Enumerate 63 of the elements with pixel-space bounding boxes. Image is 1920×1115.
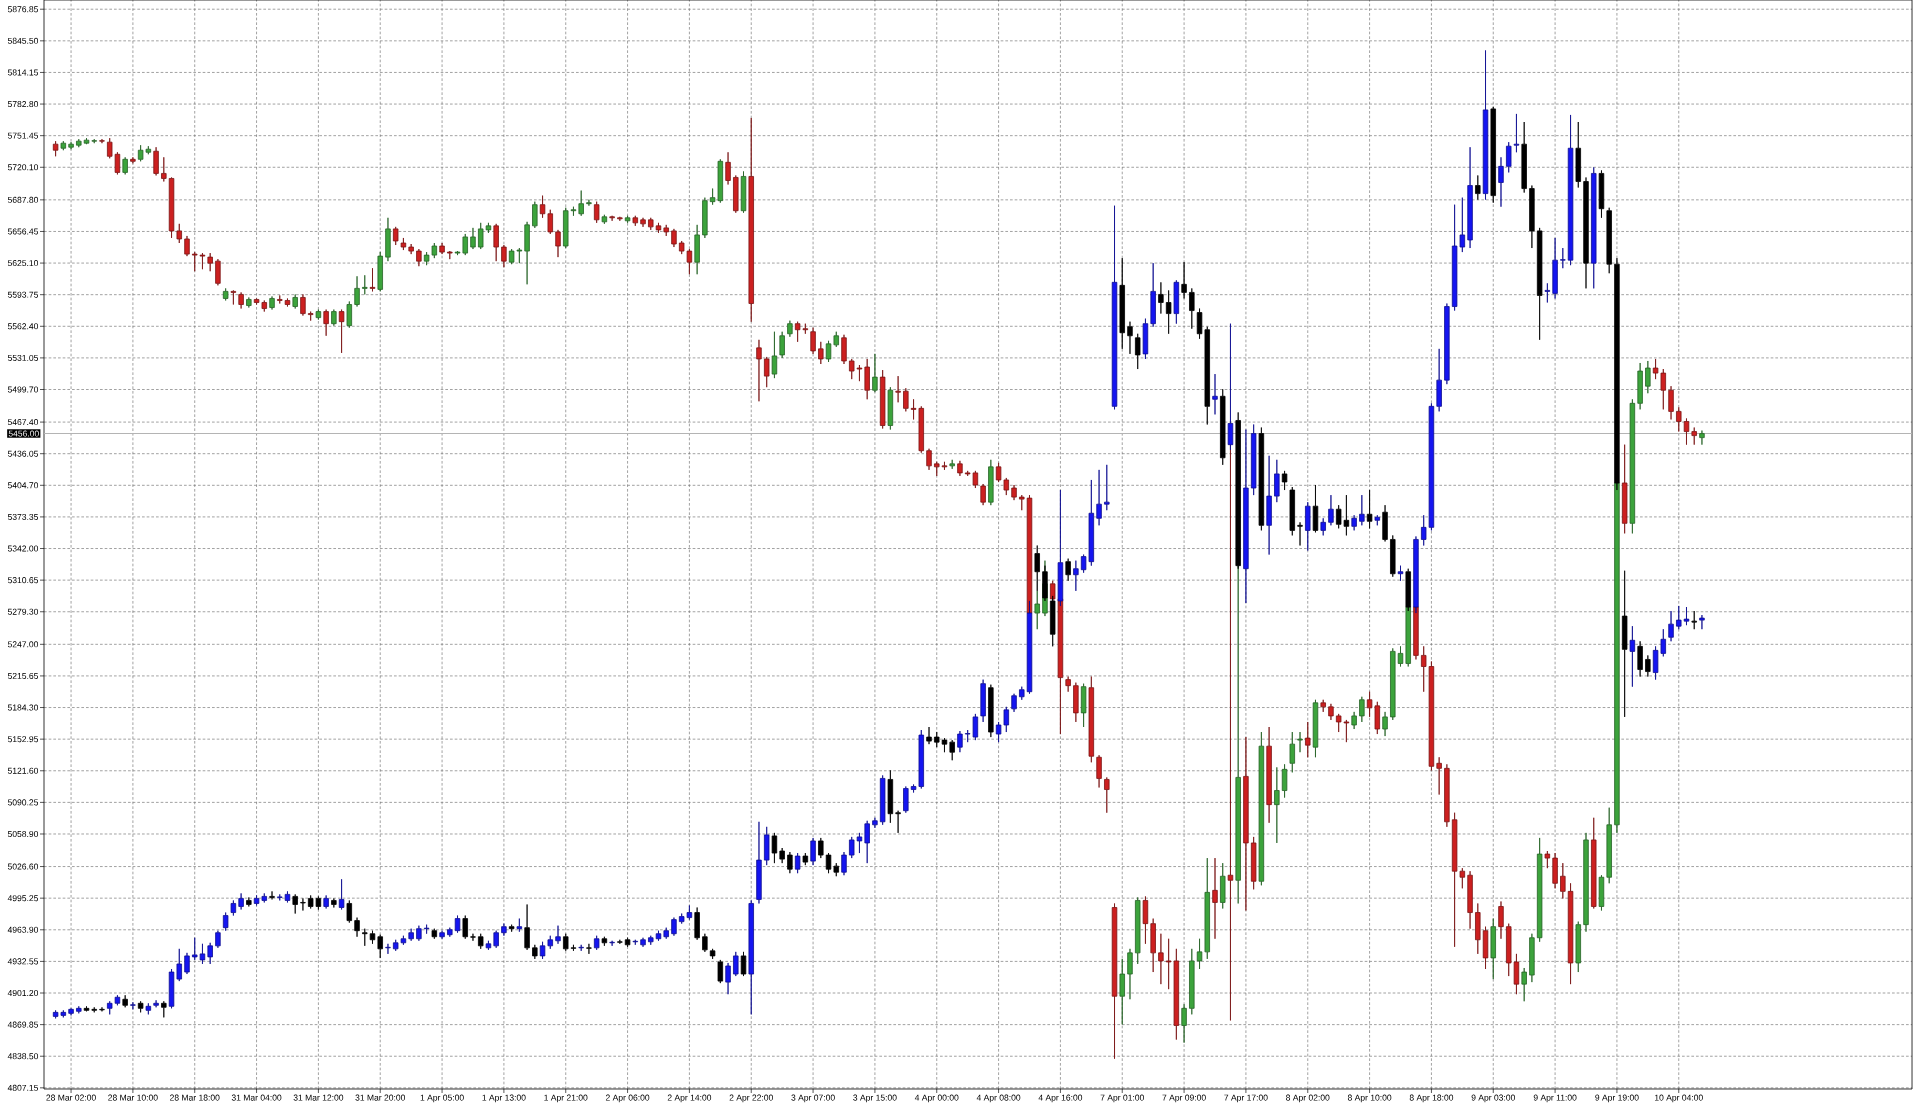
y-tick-label: 5121.60	[7, 767, 39, 774]
y-tick-label: 5310.65	[7, 577, 39, 584]
y-tick-label: 5467.40	[7, 419, 39, 426]
x-tick-label: 28 Mar 10:00	[108, 1094, 158, 1101]
y-tick-label: 5499.70	[7, 386, 39, 393]
x-tick-label: 4 Apr 08:00	[976, 1094, 1021, 1103]
x-tick-label: 9 Apr 19:00	[1595, 1094, 1639, 1103]
x-tick-label: 2 Apr 06:00	[605, 1094, 650, 1103]
y-tick-label: 5279.30	[7, 608, 39, 615]
y-tick-label: 5373.35	[7, 513, 39, 520]
y-tick-label: 5656.45	[7, 228, 39, 235]
y-tick-label: 5342.00	[7, 545, 39, 552]
y-tick-label: 5436.05	[7, 450, 39, 457]
x-tick-label: 31 Mar 04:00	[231, 1094, 282, 1101]
y-tick-label: 5152.95	[7, 736, 39, 743]
x-tick-label: 3 Apr 07:00	[791, 1094, 835, 1103]
y-tick-label: 4932.55	[7, 958, 39, 965]
y-tick-label: 5184.30	[7, 704, 39, 711]
x-tick-label: 7 Apr 09:00	[1162, 1094, 1206, 1103]
y-tick-label: 4807.15	[7, 1084, 39, 1091]
y-tick-label: 5814.15	[7, 69, 39, 76]
y-tick-label: 5751.45	[7, 132, 39, 139]
x-tick-label: 10 Apr 04:00	[1654, 1094, 1703, 1103]
y-tick-label: 5845.50	[7, 37, 39, 44]
y-tick-label: 5782.80	[7, 101, 39, 108]
y-tick-label: 5625.10	[7, 260, 39, 267]
y-tick-label: 4963.90	[7, 926, 39, 933]
x-tick-label: 8 Apr 02:00	[1286, 1094, 1330, 1103]
x-tick-label: 9 Apr 11:00	[1533, 1094, 1577, 1103]
y-tick-label: 5090.25	[7, 799, 39, 806]
x-tick-label: 2 Apr 14:00	[667, 1094, 712, 1103]
y-tick-label: 5562.40	[7, 323, 39, 330]
y-tick-label: 4901.20	[7, 989, 39, 997]
y-tick-label: 5687.80	[7, 196, 39, 203]
y-tick-label: 5215.65	[7, 672, 39, 679]
ref-line-label: 5456.00	[8, 430, 39, 437]
x-tick-label: 9 Apr 03:00	[1471, 1094, 1515, 1103]
x-tick-label: 31 Mar 12:00	[293, 1094, 344, 1101]
y-tick-label: 4838.50	[7, 1053, 39, 1060]
y-tick-label: 4869.85	[7, 1021, 39, 1028]
y-tick-label: 4995.25	[7, 895, 39, 902]
x-tick-label: 7 Apr 01:00	[1100, 1094, 1144, 1103]
x-tick-label: 2 Apr 22:00	[729, 1094, 773, 1103]
y-tick-label: 5247.00	[7, 641, 39, 648]
x-tick-label: 28 Mar 02:00	[46, 1094, 96, 1101]
x-tick-label: 4 Apr 16:00	[1038, 1094, 1083, 1103]
x-tick-label: 1 Apr 05:00	[420, 1094, 464, 1103]
x-tick-label: 4 Apr 00:00	[914, 1094, 959, 1103]
x-tick-label: 28 Mar 18:00	[170, 1094, 220, 1101]
y-tick-label: 5404.70	[7, 482, 39, 489]
x-tick-label: 1 Apr 21:00	[544, 1094, 588, 1103]
y-tick-label: 5876.85	[7, 6, 39, 13]
x-tick-label: 8 Apr 18:00	[1409, 1094, 1454, 1103]
x-tick-label: 3 Apr 15:00	[853, 1094, 897, 1103]
x-tick-label: 31 Mar 20:00	[355, 1094, 406, 1101]
x-tick-label: 1 Apr 13:00	[482, 1094, 526, 1103]
x-tick-label: 7 Apr 17:00	[1224, 1094, 1268, 1103]
y-tick-label: 5593.75	[7, 291, 39, 298]
y-tick-label: 5531.05	[7, 354, 39, 361]
y-tick-label: 5026.60	[7, 863, 39, 870]
y-tick-label: 5058.90	[7, 830, 39, 838]
x-tick-label: 8 Apr 10:00	[1347, 1094, 1392, 1103]
y-tick-label: 5720.10	[7, 164, 39, 171]
